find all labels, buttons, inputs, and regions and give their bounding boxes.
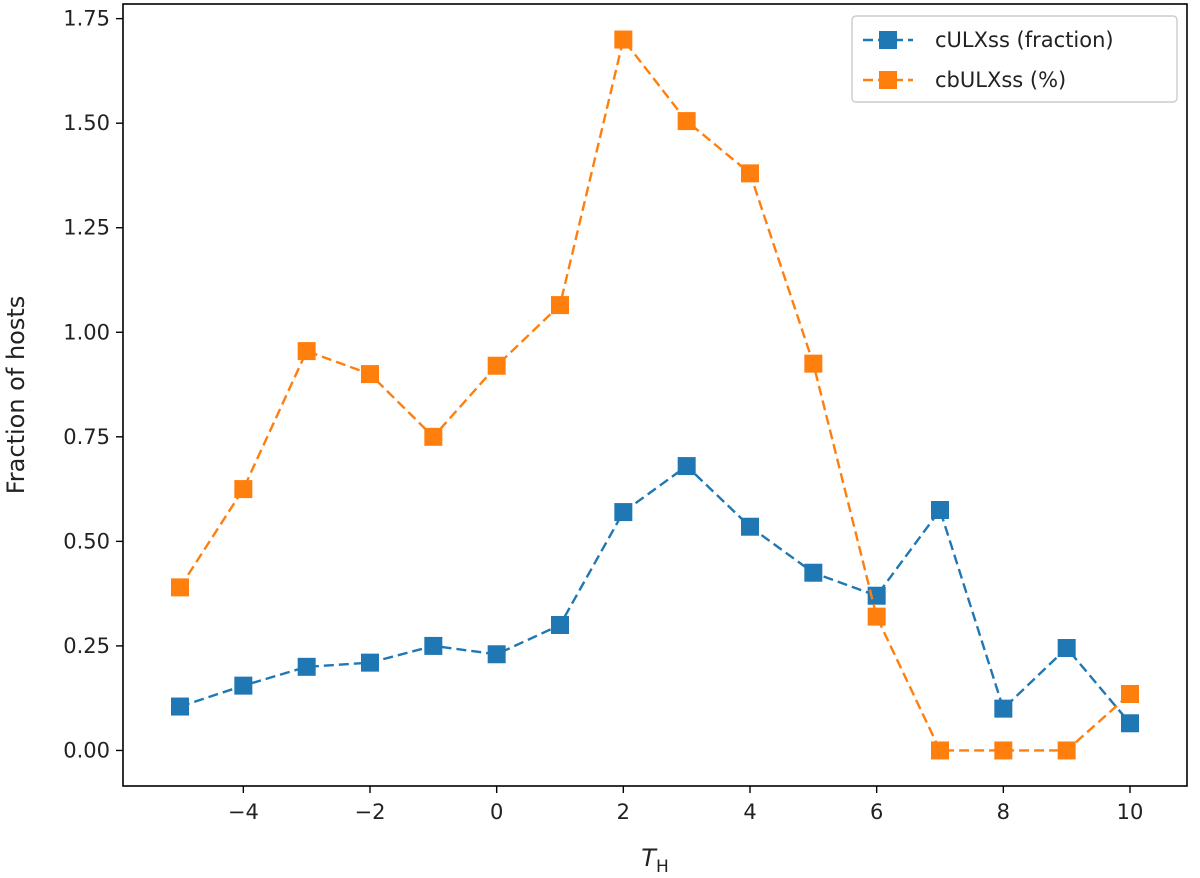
legend-entry: cbULXss (%) <box>863 68 1066 92</box>
data-point <box>804 563 823 582</box>
x-axis: −4 −2 0 2 4 6 8 10 <box>228 786 1144 824</box>
legend-entry: cULXss (fraction) <box>863 28 1114 52</box>
y-tick-label: 0.50 <box>63 529 110 553</box>
data-point <box>1121 714 1139 733</box>
data-point <box>867 586 886 605</box>
data-point <box>677 457 696 476</box>
y-tick-label: 1.00 <box>63 320 110 344</box>
series-layer <box>171 30 1139 760</box>
legend: cULXss (fraction) cbULXss (%) <box>851 15 1178 103</box>
legend-swatch-marker <box>879 31 897 49</box>
x-tick-label: −2 <box>355 800 386 824</box>
data-point <box>1057 741 1076 760</box>
data-point <box>424 636 443 655</box>
data-point <box>361 653 379 672</box>
data-point <box>171 697 189 716</box>
legend-swatch-marker <box>879 71 897 89</box>
data-point <box>297 657 316 676</box>
data-point <box>551 616 569 634</box>
data-point <box>994 699 1013 718</box>
data-point <box>931 501 949 519</box>
legend-entries: cULXss (fraction) cbULXss (%) <box>863 28 1114 92</box>
data-point <box>171 578 189 597</box>
x-axis-title-main: T <box>641 844 658 872</box>
data-point <box>741 517 759 536</box>
data-point <box>487 356 506 375</box>
series-2 <box>171 30 1139 760</box>
data-point <box>741 164 759 183</box>
x-tick-label: 6 <box>870 800 883 824</box>
data-point <box>804 354 823 373</box>
x-tick-label: 2 <box>617 800 630 824</box>
data-point <box>614 30 633 49</box>
legend-label: cbULXss (%) <box>935 68 1066 92</box>
series-1 <box>171 457 1139 733</box>
y-tick-label: 1.75 <box>63 7 110 31</box>
x-tick-label: 8 <box>997 800 1010 824</box>
data-point <box>234 480 253 499</box>
y-tick-label: 0.00 <box>63 738 110 762</box>
data-point <box>1057 639 1076 657</box>
data-point <box>867 607 886 626</box>
data-point <box>297 342 316 361</box>
x-axis-title: TH <box>641 844 668 877</box>
x-tick-label: −4 <box>228 800 259 824</box>
x-tick-label: 4 <box>743 800 756 824</box>
x-tick-label: 0 <box>490 800 503 824</box>
y-axis: 0.00 0.25 0.50 0.75 1.00 1.25 1.50 1.75 <box>63 7 123 762</box>
series-line <box>178 36 1131 752</box>
y-tick-label: 0.75 <box>63 425 110 449</box>
data-point <box>1121 685 1139 703</box>
data-point <box>614 503 633 522</box>
y-tick-label: 1.50 <box>63 111 110 135</box>
data-point <box>931 741 949 760</box>
data-point <box>487 645 506 664</box>
y-tick-label: 0.25 <box>63 634 110 658</box>
y-axis-title: Fraction of hosts <box>2 296 30 495</box>
data-point <box>677 112 696 131</box>
x-axis-title-subscript: H <box>656 857 669 877</box>
data-point <box>234 676 253 695</box>
y-tick-label: 1.25 <box>63 216 110 240</box>
data-point <box>994 741 1013 760</box>
series-line <box>179 464 1131 725</box>
data-point <box>551 296 569 315</box>
plot-area <box>122 3 1188 787</box>
data-point <box>361 365 379 384</box>
data-point <box>424 427 443 446</box>
legend-label: cULXss (fraction) <box>935 28 1114 52</box>
x-tick-label: 10 <box>1117 800 1144 824</box>
legend-box <box>851 15 1178 103</box>
